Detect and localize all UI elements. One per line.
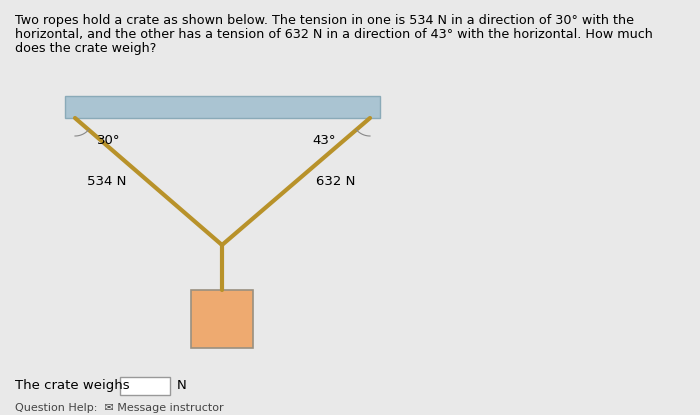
Text: The crate weighs: The crate weighs	[15, 378, 130, 391]
Bar	[65, 96, 380, 118]
Text: 43°: 43°	[312, 134, 335, 147]
Text: Question Help:  ✉ Message instructor: Question Help: ✉ Message instructor	[15, 403, 223, 413]
Text: does the crate weigh?: does the crate weigh?	[15, 42, 156, 55]
Text: 632 N: 632 N	[316, 175, 356, 188]
Text: horizontal, and the other has a tension of 632 N in a direction of 43° with the : horizontal, and the other has a tension …	[15, 28, 653, 41]
Text: Two ropes hold a crate as shown below. The tension in one is 534 N in a directio: Two ropes hold a crate as shown below. T…	[15, 14, 634, 27]
Text: N: N	[177, 378, 187, 391]
Text: 30°: 30°	[97, 134, 120, 147]
Text: 534 N: 534 N	[87, 175, 126, 188]
Bar	[120, 377, 170, 395]
FancyBboxPatch shape	[191, 290, 253, 348]
